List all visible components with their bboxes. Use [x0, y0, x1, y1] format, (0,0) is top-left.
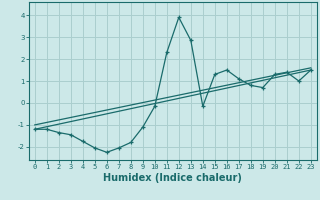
X-axis label: Humidex (Indice chaleur): Humidex (Indice chaleur): [103, 173, 242, 183]
